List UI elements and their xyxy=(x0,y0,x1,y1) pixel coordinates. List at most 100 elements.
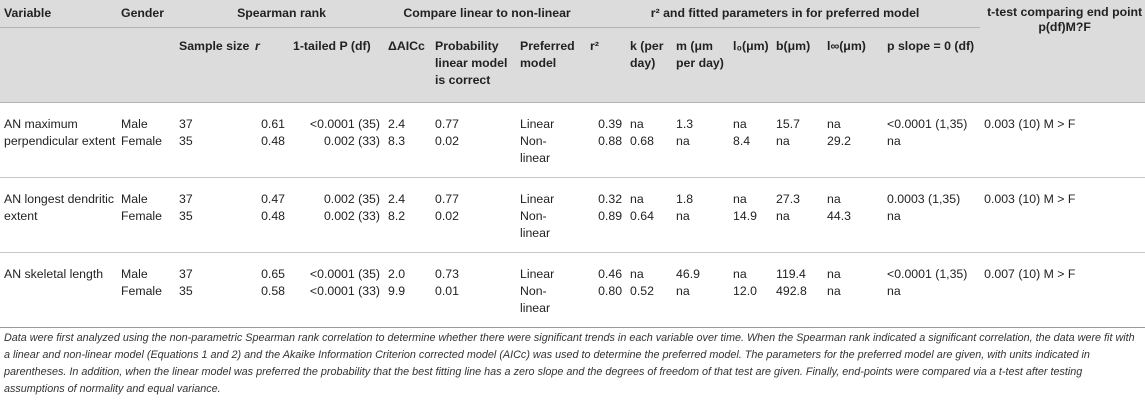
daicc-male: 2.4 xyxy=(388,192,406,206)
p-male: <0.0001 (35) xyxy=(309,267,380,281)
header-ttest-text: t-test comparing end point p(df)M?F xyxy=(987,5,1143,34)
prob-male: 0.77 xyxy=(435,117,459,131)
l0-cell: na 8.4 xyxy=(729,102,773,178)
variable-name: AN longest dendritic extent xyxy=(0,177,117,253)
k-cell: na 0.52 xyxy=(626,252,673,328)
daicc-male: 2.4 xyxy=(388,117,406,131)
l0-male: na xyxy=(733,117,747,131)
r2-male: 0.39 xyxy=(598,117,623,131)
header-fitted-text: r² and fitted parameters in for preferre… xyxy=(650,6,920,20)
l0-cell: na 12.0 xyxy=(729,252,773,328)
linf-female: na xyxy=(827,284,841,298)
daicc-female: 9.9 xyxy=(388,284,406,298)
r-male: 0.65 xyxy=(261,267,285,281)
k-male: na xyxy=(630,192,644,206)
gender-cell: Male Female xyxy=(117,177,175,253)
sub-header-r2: r² xyxy=(586,27,627,103)
variable-name: AN skeletal length xyxy=(0,252,117,328)
sub-header-p: 1-tailed P (df) xyxy=(289,27,384,103)
sub-header-empty-1 xyxy=(0,27,117,103)
daicc-female: 8.3 xyxy=(388,134,406,148)
p-male: 0.002 (35) xyxy=(323,192,380,206)
r2-cell: 0.46 0.80 xyxy=(586,252,627,328)
m-cell: 46.9 na xyxy=(672,252,730,328)
pslope-female: na xyxy=(887,284,901,298)
gender-female: Female xyxy=(121,209,163,223)
r-cell: 0.61 0.48 xyxy=(251,102,289,178)
r2-male: 0.46 xyxy=(598,267,623,281)
linf-female: 44.3 xyxy=(827,209,851,223)
pref-female: Non-linear xyxy=(520,284,551,315)
prob-male: 0.77 xyxy=(435,192,459,206)
pref-cell: Linear Non-linear xyxy=(516,102,587,178)
r2-female: 0.89 xyxy=(598,209,623,223)
l0-male: na xyxy=(733,192,747,206)
b-cell: 27.3 na xyxy=(772,177,824,253)
r2-female: 0.80 xyxy=(598,284,623,298)
ttest-cell: 0.003 (10) M > F xyxy=(980,102,1145,178)
ttest-cell: 0.003 (10) M > F xyxy=(980,177,1145,253)
k-female: 0.52 xyxy=(630,284,654,298)
n-female: 35 xyxy=(179,284,193,298)
n-cell: 37 35 xyxy=(175,102,251,178)
n-cell: 37 35 xyxy=(175,177,251,253)
m-male: 1.8 xyxy=(676,192,694,206)
sub-header-delta-aicc: ΔAICc xyxy=(384,27,431,103)
r-cell: 0.47 0.48 xyxy=(251,177,289,253)
header-ttest: t-test comparing end point p(df)M?F xyxy=(980,0,1145,103)
r-female: 0.58 xyxy=(261,284,285,298)
l0-female: 14.9 xyxy=(733,209,757,223)
gender-cell: Male Female xyxy=(117,102,175,178)
linf-cell: na 44.3 xyxy=(823,177,884,253)
gender-female: Female xyxy=(121,134,163,148)
prob-male: 0.73 xyxy=(435,267,459,281)
pslope-cell: <0.0001 (1,35) na xyxy=(883,252,981,328)
gender-female: Female xyxy=(121,284,163,298)
prob-cell: 0.77 0.02 xyxy=(431,177,516,253)
b-cell: 119.4 492.8 xyxy=(772,252,824,328)
p-cell: <0.0001 (35) 0.002 (33) xyxy=(289,102,384,178)
pslope-female: na xyxy=(887,209,901,223)
prob-female: 0.01 xyxy=(435,284,459,298)
sub-header-row: Sample size r 1-tailed P (df) ΔAICc Prob… xyxy=(0,27,1145,103)
ttest-cell: 0.007 (10) M > F xyxy=(980,252,1145,328)
p-female: 0.002 (33) xyxy=(323,209,380,223)
gender-cell: Male Female xyxy=(117,252,175,328)
pref-cell: Linear Non-linear xyxy=(516,252,587,328)
sub-header-m: m (μm per day) xyxy=(672,27,730,103)
p-male: <0.0001 (35) xyxy=(309,117,380,131)
n-female: 35 xyxy=(179,134,193,148)
b-cell: 15.7 na xyxy=(772,102,824,178)
l0-cell: na 14.9 xyxy=(729,177,773,253)
b-male: 15.7 xyxy=(776,117,800,131)
sub-header-linf: l∞(μm) xyxy=(823,27,884,103)
k-male: na xyxy=(630,117,644,131)
gender-male: Male xyxy=(121,267,148,281)
k-cell: na 0.64 xyxy=(626,177,673,253)
linf-male: na xyxy=(827,117,841,131)
p-cell: 0.002 (35) 0.002 (33) xyxy=(289,177,384,253)
r-female: 0.48 xyxy=(261,134,285,148)
variable-name: AN maximum perpendicular extent xyxy=(0,102,117,178)
k-cell: na 0.68 xyxy=(626,102,673,178)
pref-male: Linear xyxy=(520,192,555,206)
k-male: na xyxy=(630,267,644,281)
m-female: na xyxy=(676,209,690,223)
p-female: <0.0001 (33) xyxy=(309,284,380,298)
r2-male: 0.32 xyxy=(598,192,623,206)
b-male: 119.4 xyxy=(776,267,806,281)
k-female: 0.68 xyxy=(630,134,654,148)
sub-header-r-text: r xyxy=(255,39,260,53)
pref-male: Linear xyxy=(520,117,555,131)
p-female: 0.002 (33) xyxy=(323,134,380,148)
table-row: AN longest dendritic extent Male Female 3… xyxy=(0,177,1145,253)
l0-male: na xyxy=(733,267,747,281)
ttest-male: 0.007 (10) M > F xyxy=(984,267,1076,281)
r2-cell: 0.39 0.88 xyxy=(586,102,627,178)
daicc-cell: 2.4 8.3 xyxy=(384,102,431,178)
daicc-female: 8.2 xyxy=(388,209,406,223)
m-male: 1.3 xyxy=(676,117,694,131)
n-male: 37 xyxy=(179,267,193,281)
l0-female: 12.0 xyxy=(733,284,757,298)
linf-female: 29.2 xyxy=(827,134,851,148)
